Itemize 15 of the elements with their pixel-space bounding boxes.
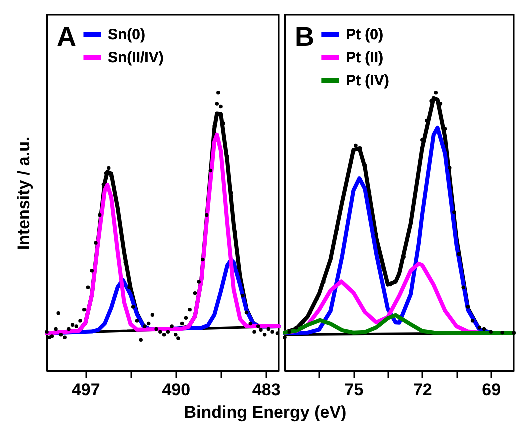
legend-label: Pt (IV) bbox=[346, 72, 390, 90]
x-tick-label: 69 bbox=[482, 380, 502, 400]
x-tick-label: 72 bbox=[413, 380, 432, 400]
legend-label: Sn(II/IV) bbox=[108, 50, 164, 66]
x-axis-title: Binding Energy (eV) bbox=[184, 402, 347, 422]
y-axis-title: Intensity / a.u. bbox=[14, 136, 34, 250]
x-tick-label: 483 bbox=[252, 380, 281, 400]
x-tick-label: 75 bbox=[344, 380, 364, 400]
chart-title: B bbox=[295, 22, 314, 52]
legend-label: Sn(0) bbox=[108, 26, 146, 44]
legend-label: Pt (II) bbox=[346, 50, 384, 66]
chart-title: A bbox=[57, 22, 76, 52]
legend-label: Pt (0) bbox=[346, 26, 384, 44]
x-tick-label: 490 bbox=[162, 380, 191, 400]
x-tick-label: 497 bbox=[72, 380, 100, 400]
